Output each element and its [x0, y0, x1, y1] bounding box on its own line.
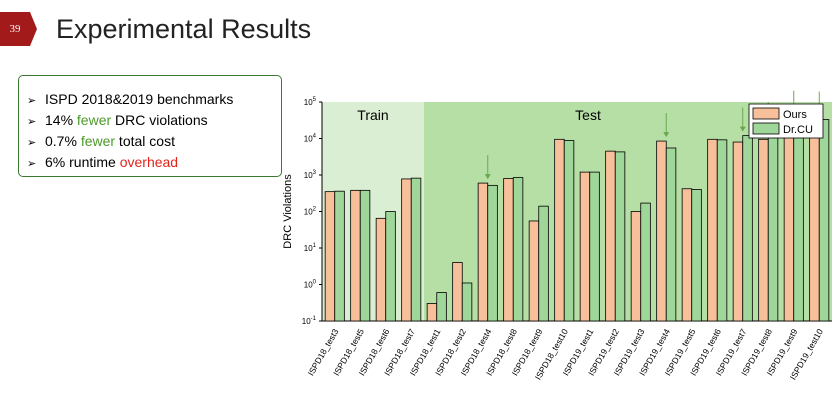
bar-dr-cu	[793, 118, 804, 322]
bar-dr-cu	[716, 139, 728, 322]
bar-ours	[656, 140, 667, 322]
y-tick-label: 105	[304, 97, 317, 107]
slide-title: Experimental Results	[56, 14, 312, 44]
y-tick-exponent: 0	[313, 280, 317, 286]
y-tick-base: 10	[304, 244, 313, 253]
y-tick-label: 102	[304, 207, 317, 217]
bar-dr-cu	[691, 189, 702, 322]
y-tick-label: 101	[304, 243, 317, 253]
bar-ours	[707, 138, 718, 322]
y-tick-exponent: 5	[313, 97, 317, 103]
bar-dr-cu	[487, 184, 498, 322]
y-tick-base: 10	[304, 98, 313, 107]
bar-dr-cu	[742, 135, 753, 322]
y-tick-exponent: 2	[313, 207, 317, 213]
bar-ours	[681, 188, 693, 322]
y-tick-label: 103	[304, 170, 317, 180]
summary-item: ➢ 0.7% fewer total cost	[27, 132, 281, 153]
summary-text: total cost	[115, 133, 175, 149]
bar-dr-cu	[767, 129, 779, 322]
y-tick-label: 100	[304, 280, 317, 290]
summary-list: ➢ ISPD 2018&2019 benchmarks ➢ 14% fewer DRC…	[27, 90, 281, 174]
highlight-arrow-head	[484, 174, 491, 180]
summary-text: fewer	[80, 133, 116, 149]
bar-ours	[401, 178, 412, 322]
bar-dr-cu	[589, 171, 600, 322]
bar-dr-cu	[563, 140, 575, 322]
summary-text: overhead	[119, 154, 179, 170]
slide-number-shape	[0, 12, 37, 46]
legend-label: Ours	[783, 109, 807, 121]
highlight-arrow-head	[663, 132, 670, 138]
bar-dr-cu	[640, 202, 651, 322]
bar-ours	[324, 191, 336, 322]
bar-ours	[732, 141, 744, 322]
bar-ours	[758, 138, 769, 322]
legend-swatch	[752, 107, 780, 120]
bar-ours	[452, 262, 463, 322]
bullet-arrow-icon: ➢	[27, 158, 37, 170]
bar-dr-cu	[359, 189, 371, 322]
bar-ours	[605, 150, 616, 322]
bar-ours	[630, 211, 642, 322]
highlight-arrow-head	[739, 126, 746, 132]
summary-box: ➢ ISPD 2018&2019 benchmarks ➢ 14% fewer DRC…	[18, 75, 282, 177]
bar-dr-cu	[410, 177, 422, 322]
y-tick-base: 10	[304, 208, 313, 217]
summary-text: ISPD 2018&2019 benchmarks	[45, 91, 234, 107]
y-tick-exponent: -1	[311, 316, 317, 322]
slide-number: 39	[9, 23, 21, 35]
y-tick-label: 104	[304, 134, 317, 144]
bar-ours	[783, 128, 795, 322]
summary-item: ➢ 14% fewer DRC violations	[27, 111, 281, 132]
y-tick-base: 10	[302, 317, 311, 326]
legend-label: Dr.CU	[783, 124, 813, 136]
bar-ours	[477, 182, 489, 322]
y-tick-base: 10	[304, 171, 313, 180]
bar-dr-cu	[614, 151, 626, 322]
bar-ours	[554, 138, 565, 322]
bar-dr-cu	[436, 292, 447, 322]
bullet-arrow-icon: ➢	[27, 137, 37, 149]
legend-swatch	[752, 122, 780, 135]
region-label: Train	[357, 107, 388, 123]
y-tick-exponent: 3	[313, 170, 317, 176]
summary-text: 0.7%	[45, 133, 81, 149]
y-tick-label: 10-1	[302, 316, 317, 326]
bar-ours	[579, 171, 591, 322]
summary-text: DRC violations	[111, 112, 208, 128]
bar-ours	[809, 127, 820, 322]
summary-text: 14%	[45, 112, 77, 128]
bar-dr-cu	[334, 190, 345, 322]
bar-ours	[426, 303, 438, 322]
bar-dr-cu	[538, 205, 549, 322]
y-tick-base: 10	[304, 135, 313, 144]
slide-number-badge: 39	[0, 12, 38, 46]
bullet-arrow-icon: ➢	[27, 116, 37, 128]
y-tick-exponent: 4	[313, 134, 317, 140]
summary-text: fewer	[76, 112, 112, 128]
y-axis-label: DRC Violations	[282, 174, 294, 249]
bar-ours	[528, 220, 540, 322]
y-tick-exponent: 1	[313, 243, 317, 249]
bar-ours	[350, 189, 361, 322]
bullet-arrow-icon: ➢	[27, 95, 37, 107]
bar-dr-cu	[818, 119, 830, 322]
summary-item: ➢ 6% runtime overhead	[27, 153, 281, 174]
summary-text: 6% runtime	[45, 154, 120, 170]
bar-ours	[503, 178, 514, 322]
bar-dr-cu	[461, 282, 473, 322]
bar-ours	[375, 217, 387, 322]
y-tick-base: 10	[304, 281, 313, 290]
region-label: Test	[575, 107, 601, 123]
summary-item: ➢ ISPD 2018&2019 benchmarks	[27, 90, 281, 111]
bar-dr-cu	[385, 211, 396, 322]
bar-dr-cu	[512, 177, 524, 322]
bar-dr-cu	[665, 147, 677, 322]
